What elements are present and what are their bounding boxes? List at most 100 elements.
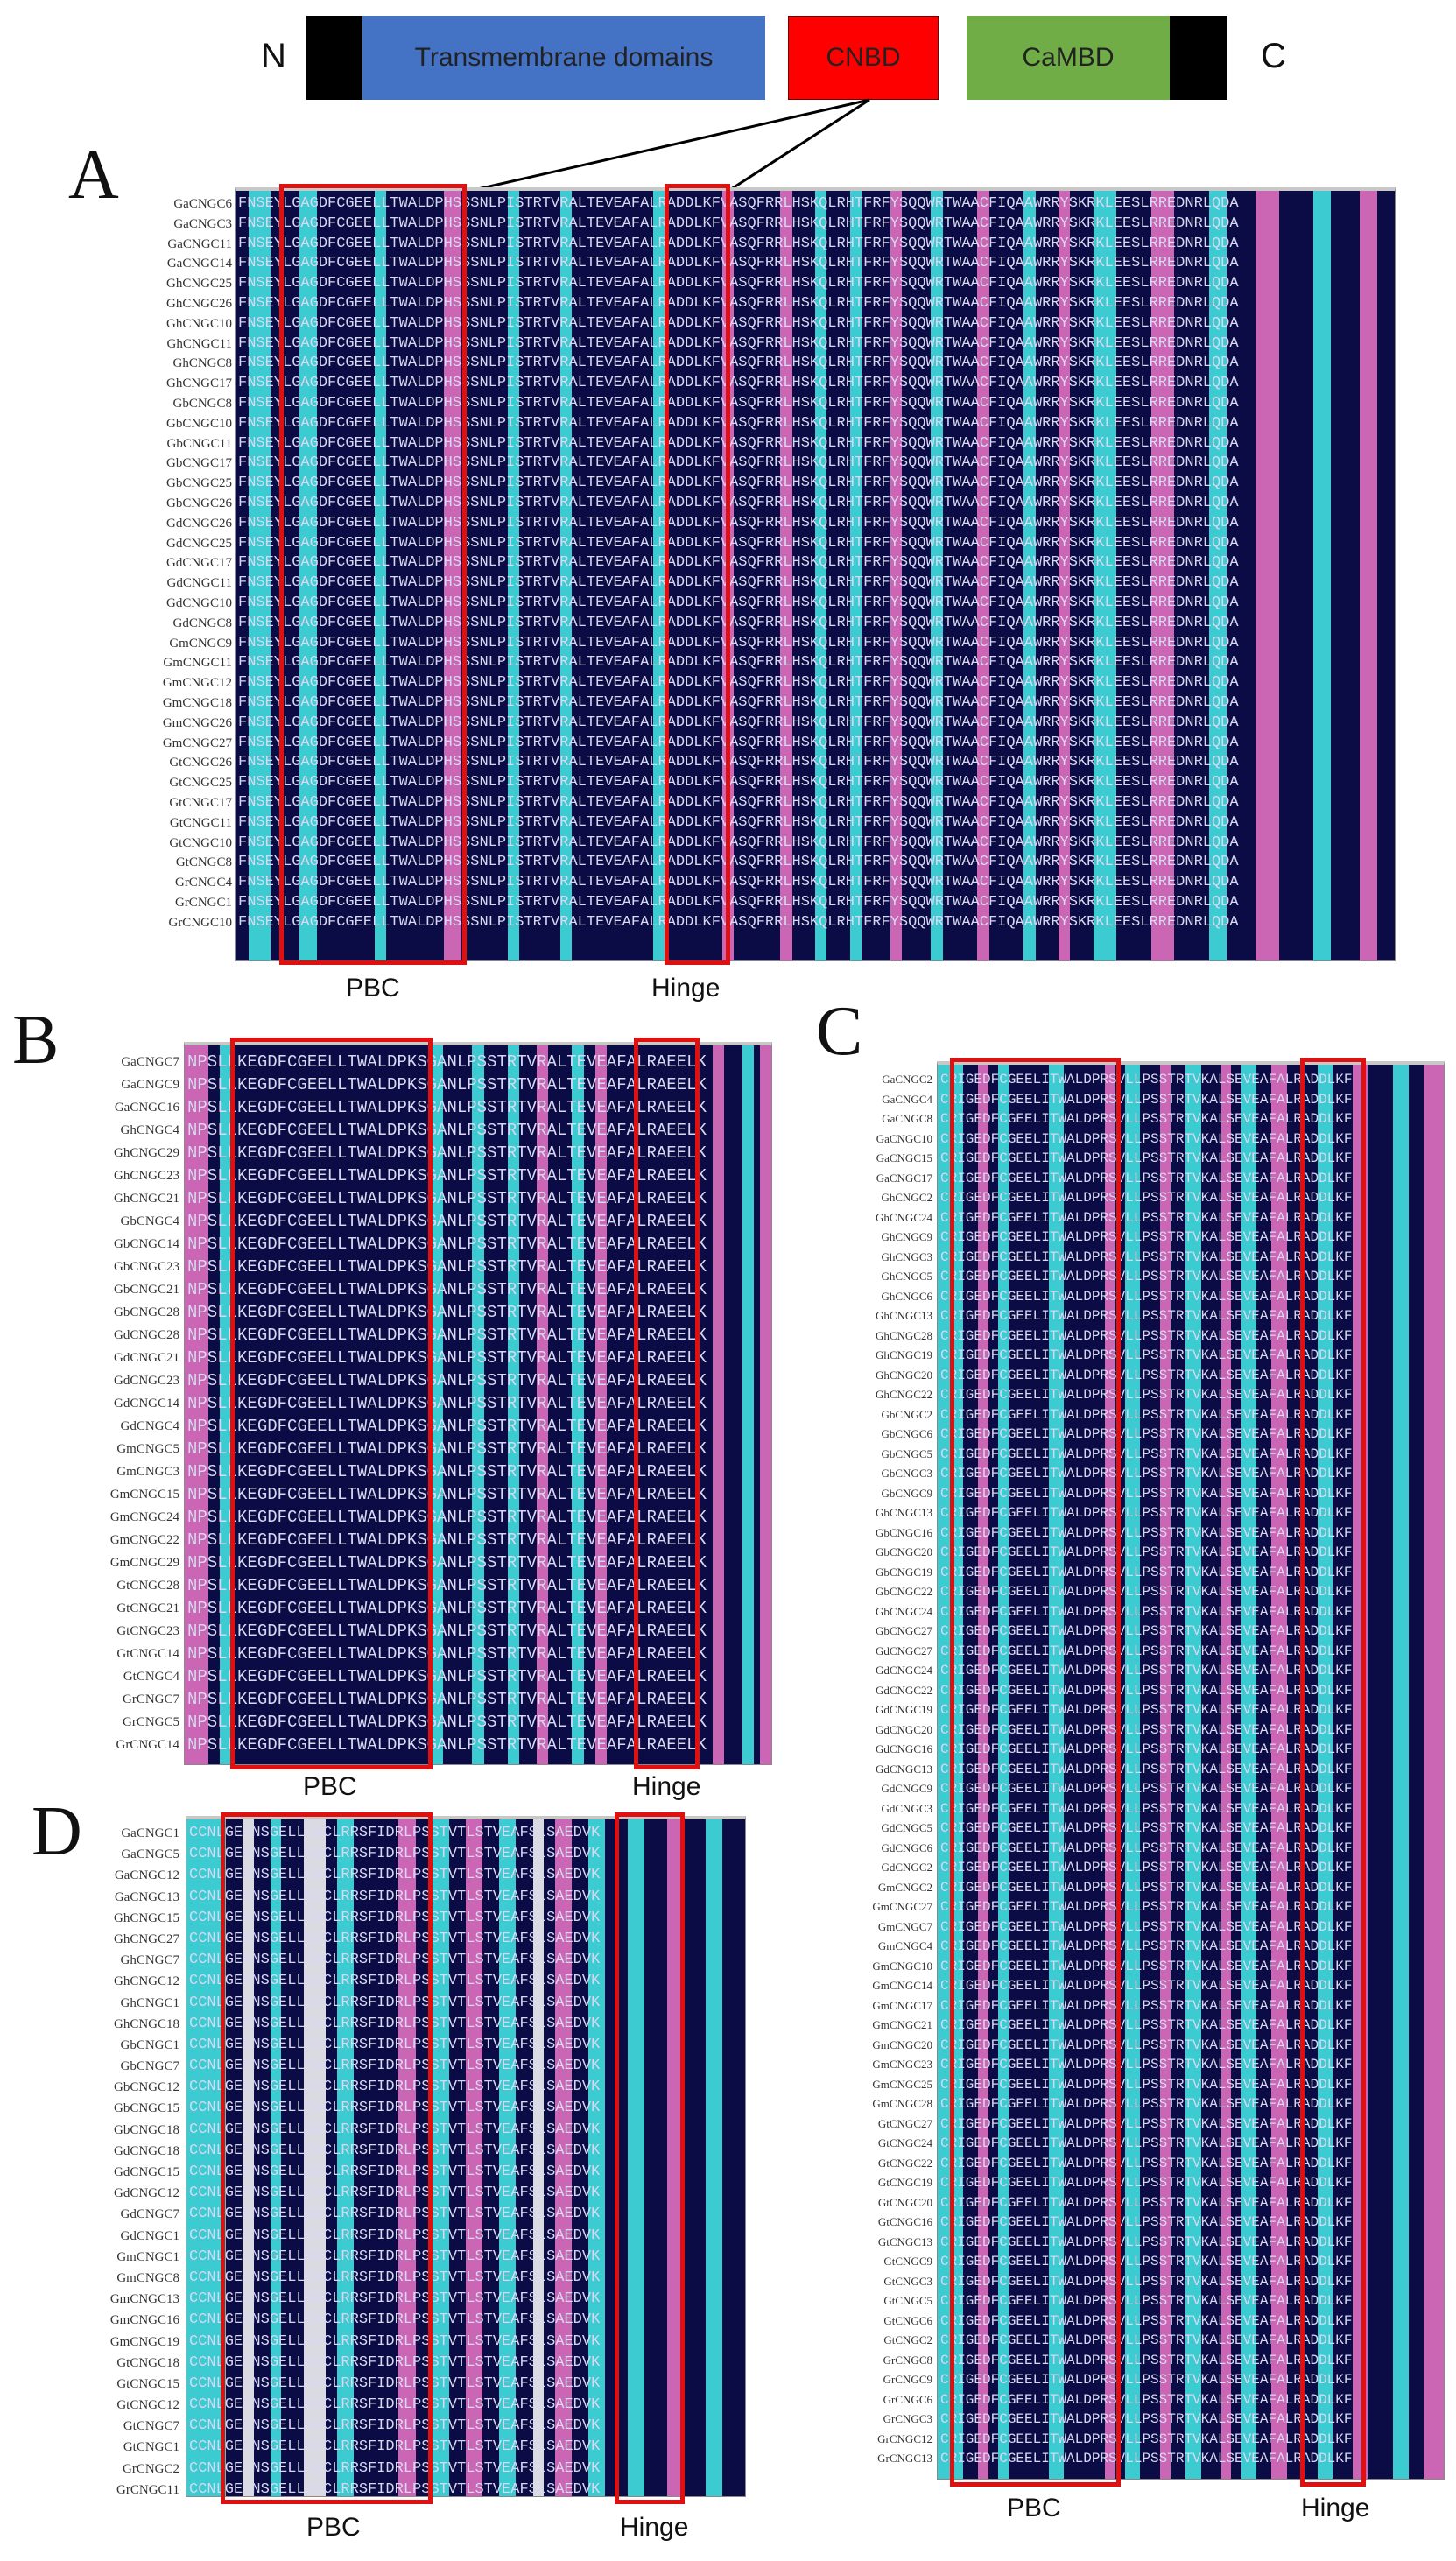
gene-label: GdCNGC3 [881, 1801, 932, 1815]
gene-label: GtCNGC8 [175, 855, 232, 870]
gene-label: GtCNGC20 [877, 2195, 932, 2209]
conservation-column [559, 191, 572, 960]
cambd-label: CaMBD [1022, 43, 1115, 72]
gene-label: GaCNGC3 [173, 216, 232, 231]
cambd-domain: CaMBD [967, 16, 1170, 100]
sequence-row: FNSEYLGAGDFCGEELLTWALDPHSSSNLPISTRTVRALT… [238, 574, 1239, 592]
gene-label: GtCNGC1 [123, 2440, 179, 2455]
gene-label: GdCNGC20 [875, 1722, 932, 1736]
sequence-row: CRIGEDFCGEELITWALDPRSVLLPSSTRTVKALSEVEAF… [940, 1229, 1353, 1245]
sequence-row: CRIGEDFCGEELITWALDPRSVLLPSSTRTVKALSEVEAF… [940, 1091, 1353, 1108]
sequence-row: FNSEYLGAGDFCGEELLTWALDPHSSSNLPISTRTVRALT… [238, 614, 1239, 631]
hinge-caption-b: Hinge [632, 1772, 701, 1801]
sequence-row: CRIGEDFCGEELITWALDPRSVLLPSSTRTVKALSEVEAF… [940, 2175, 1353, 2191]
sequence-row: FNSEYLGAGDFCGEELLTWALDPHSSSNLPISTRTVRALT… [238, 654, 1239, 672]
gene-label: GhCNGC1 [120, 1995, 179, 2010]
gene-label: GbCNGC8 [172, 396, 232, 411]
sequence-row: FNSEYLGAGDFCGEELLTWALDPHSSSNLPISTRTVRALT… [238, 693, 1239, 711]
sequence-row: FNSEYLGAGDFCGEELLTWALDPHSSSNLPISTRTVRALT… [238, 255, 1239, 272]
sequence-row: CRIGEDFCGEELITWALDPRSVLLPSSTRTVKALSEVEAF… [940, 1721, 1353, 1738]
conservation-column [1241, 1065, 1257, 2479]
gene-label: GhCNGC4 [120, 1123, 179, 1137]
sequence-row: CCNLGEGNSGELLSWCLRRSFIDRLPSSTVTLSTVEAFSL… [189, 2311, 601, 2329]
gene-label: GbCNGC4 [120, 1214, 179, 1228]
conservation-column [628, 1819, 645, 2496]
sequence-row: CRIGEDFCGEELITWALDPRSVLLPSSTRTVKALSEVEAF… [940, 2234, 1353, 2250]
sequence-row: FNSEYLGAGDFCGEELLTWALDPHSSSNLPISTRTVRALT… [238, 394, 1239, 412]
gene-label: GbCNGC24 [875, 1604, 932, 1618]
gene-label: GhCNGC6 [881, 1289, 932, 1303]
gene-label: GdCNGC27 [875, 1643, 932, 1657]
gene-label: GtCNGC24 [877, 2136, 932, 2149]
gene-label: GdCNGC24 [875, 1664, 932, 1677]
sequence-row: FNSEYLGAGDFCGEELLTWALDPHSSSNLPISTRTVRALT… [238, 454, 1239, 472]
sequence-row: NPSLLKEGDFCGEELLTWALDPKSGANLPSSTRTVRALTE… [187, 1326, 707, 1345]
sequence-row: CRIGEDFCGEELITWALDPRSVLLPSSTRTVKALSEVEAF… [940, 1643, 1353, 1659]
gene-label: GmCNGC12 [162, 676, 232, 691]
sequence-row: NPSLLKEGDFCGEELLTWALDPKSGANLPSSTRTVRALTE… [187, 1508, 707, 1527]
sequence-row: CRIGEDFCGEELITWALDPRSVLLPSSTRTVKALSEVEAF… [940, 1269, 1353, 1284]
sequence-row: CRIGEDFCGEELITWALDPRSVLLPSSTRTVKALSEVEAF… [940, 1367, 1353, 1383]
gene-label: GtCNGC28 [116, 1579, 179, 1593]
conservation-column [1256, 191, 1279, 960]
sequence-row: NPSLLKEGDFCGEELLTWALDPKSGANLPSSTRTVRALTE… [187, 1166, 707, 1186]
hinge-caption-d: Hinge [620, 2513, 689, 2542]
gene-label: GdCNGC25 [165, 536, 232, 551]
gene-label: GhCNGC17 [165, 376, 232, 391]
gene-label: GaCNGC16 [114, 1101, 179, 1115]
conservation-column [652, 191, 665, 960]
sequence-row: CCNLGEGNSGELLSWCLRRSFIDRLPSSTVTLSTVEAFSL… [189, 2058, 601, 2075]
gene-label: GmCNGC19 [109, 2334, 179, 2349]
sequence-row: CCNLGEGNSGELLSWCLRRSFIDRLPSSTVTLSTVEAFSL… [189, 2438, 601, 2456]
gene-label: GbCNGC25 [165, 476, 232, 491]
gene-label: GtCNGC15 [116, 2376, 179, 2391]
sequence-rows-d: CCNLGEGNSGELLSWCLRRSFIDRLPSSTVTLSTVEAFSL… [189, 1823, 742, 2501]
conservation-column [1393, 1065, 1409, 2479]
gene-label: GtCNGC13 [877, 2234, 932, 2248]
sequence-row: CCNLGEGNSGELLSWCLRRSFIDRLPSSTVTLSTVEAFSL… [189, 2121, 601, 2138]
gene-label: GbCNGC2 [881, 1407, 932, 1421]
gene-label: GbCNGC17 [165, 456, 232, 471]
sequence-row: CRIGEDFCGEELITWALDPRSVLLPSSTRTVKALSEVEAF… [940, 2411, 1353, 2427]
sequence-row: CCNLGEGNSGELLSWCLRRSFIDRLPSSTVTLSTVEAFSL… [189, 2248, 601, 2265]
conservation-column [1049, 1065, 1065, 2479]
c-terminus-label: C [1261, 37, 1286, 75]
sequence-row: FNSEYLGAGDFCGEELLTWALDPHSSSNLPISTRTVRALT… [238, 634, 1239, 651]
gene-label: GhCNGC20 [875, 1368, 932, 1382]
conservation-column [998, 1065, 1009, 2479]
sequence-row: CCNLGEGNSGELLSWCLRRSFIDRLPSSTVTLSTVEAFSL… [189, 2227, 601, 2244]
sequence-row: CCNLGEGNSGELLSWCLRRSFIDRLPSSTVTLSTVEAFSL… [189, 2163, 601, 2180]
sequence-row: CRIGEDFCGEELITWALDPRSVLLPSSTRTVKALSEVEAF… [940, 2017, 1353, 2033]
gene-label: GhCNGC10 [165, 316, 232, 331]
conservation-column [1185, 1065, 1201, 2479]
sequence-row: CCNLGEGNSGELLSWCLRRSFIDRLPSSTVTLSTVEAFSL… [189, 2396, 601, 2414]
sequence-row: CCNLGEGNSGELLSWCLRRSFIDRLPSSTVTLSTVEAFSL… [189, 1909, 601, 1926]
gene-label: GbCNGC16 [875, 1525, 932, 1539]
sequence-row: FNSEYLGAGDFCGEELLTWALDPHSSSNLPISTRTVRALT… [238, 314, 1239, 332]
pbc-caption-d: PBC [306, 2513, 361, 2542]
gene-label: GdCNGC10 [165, 595, 232, 610]
conservation-column [780, 191, 792, 960]
gene-label: GaCNGC9 [121, 1078, 179, 1092]
sequence-row: CRIGEDFCGEELITWALDPRSVLLPSSTRTVKALSEVEAF… [940, 2391, 1353, 2408]
gene-label: GbCNGC10 [165, 416, 232, 431]
sequence-row: NPSLLKEGDFCGEELLTWALDPKSGANLPSSTRTVRALTE… [187, 1394, 707, 1413]
gene-label: GaCNGC11 [167, 236, 232, 251]
gene-label: GmCNGC25 [872, 2077, 932, 2091]
conservation-column [1150, 191, 1175, 960]
sequence-row: CCNLGEGNSGELLSWCLRRSFIDRLPSSTVTLSTVEAFSL… [189, 2100, 601, 2117]
hinge-caption-a: Hinge [651, 974, 721, 1003]
sequence-row: NPSLLKEGDFCGEELLTWALDPKSGANLPSSTRTVRALTE… [187, 1143, 707, 1163]
conservation-column [666, 1819, 684, 2496]
gene-label: GdCNGC6 [881, 1840, 932, 1854]
gene-label: GbCNGC1 [120, 2037, 179, 2052]
gene-label: GmCNGC5 [116, 1442, 179, 1456]
sequence-rows-b: NPSLLKEGDFCGEELLTWALDPKSGANLPSSTRTVRALTE… [187, 1051, 769, 1756]
conservation-column [242, 1819, 254, 2496]
sequence-row: CRIGEDFCGEELITWALDPRSVLLPSSTRTVKALSEVEAF… [940, 2273, 1353, 2290]
sequence-row: CRIGEDFCGEELITWALDPRSVLLPSSTRTVKALSEVEAF… [940, 1347, 1353, 1363]
sequence-row: NPSLLKEGDFCGEELLTWALDPKSGANLPSSTRTVRALTE… [187, 1644, 707, 1664]
sequence-row: CRIGEDFCGEELITWALDPRSVLLPSSTRTVKALSEVEAF… [940, 2293, 1353, 2309]
gene-label: GrCNGC6 [883, 2392, 932, 2406]
alignment-block-d [186, 1816, 746, 2497]
